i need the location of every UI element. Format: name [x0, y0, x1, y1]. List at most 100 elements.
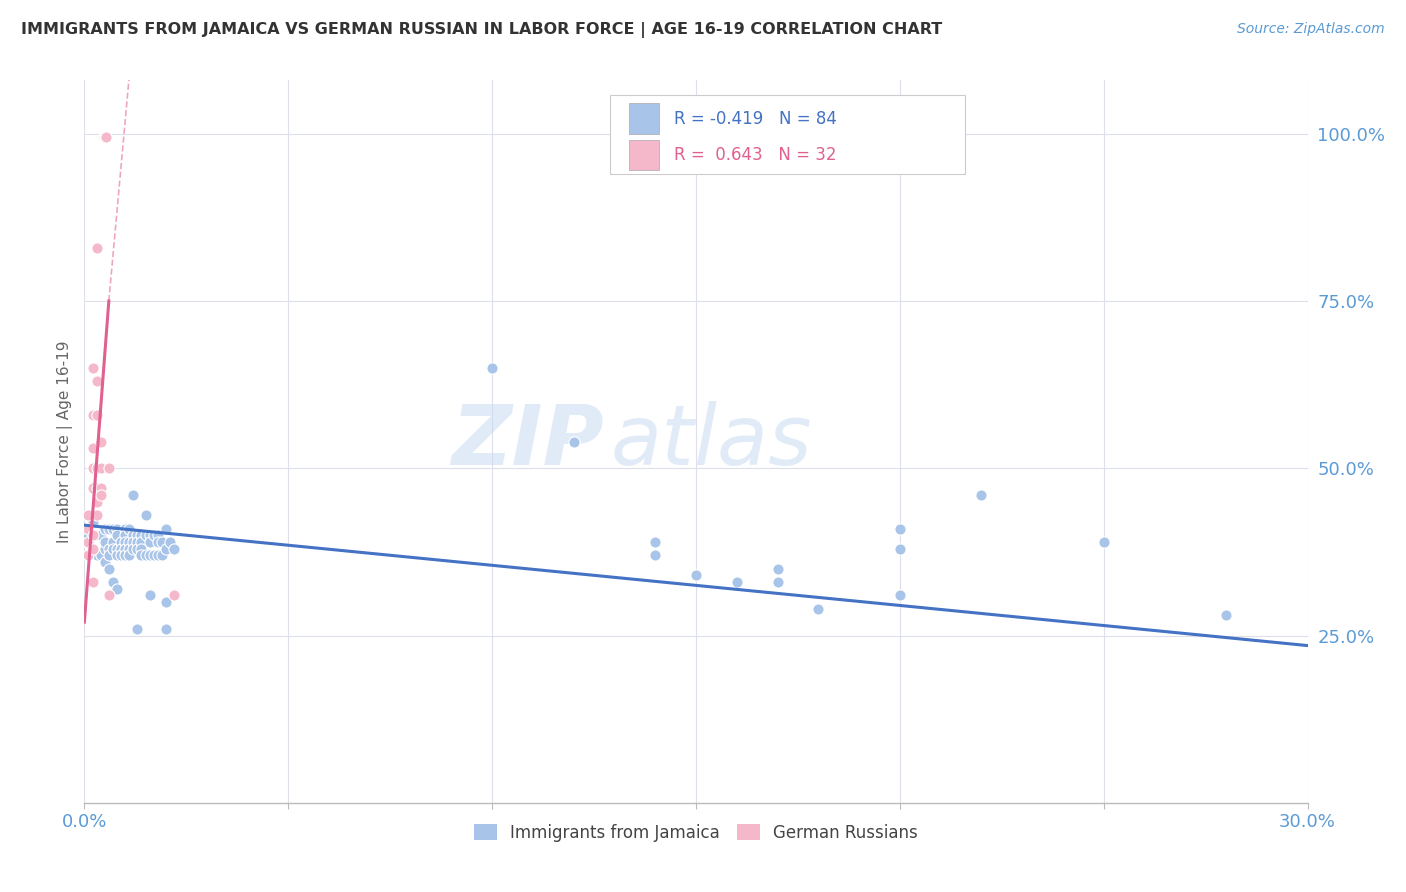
Point	[90, 548, 112, 563]
Point	[127, 528, 149, 542]
Point	[101, 534, 124, 549]
Point	[138, 528, 160, 542]
Point	[163, 589, 186, 603]
Point	[644, 548, 666, 563]
Point	[93, 521, 115, 535]
Point	[118, 548, 141, 563]
Point	[97, 548, 120, 563]
Point	[118, 541, 141, 556]
Point	[481, 361, 503, 376]
Point	[82, 575, 104, 590]
Point	[155, 521, 177, 535]
Point	[105, 541, 128, 556]
Point	[110, 534, 132, 549]
Point	[86, 494, 108, 508]
Point	[150, 548, 173, 563]
Point	[86, 375, 108, 389]
Point	[105, 521, 128, 535]
Point	[97, 461, 120, 475]
Point	[93, 130, 115, 145]
Text: R =  0.643   N = 32: R = 0.643 N = 32	[673, 145, 837, 164]
Point	[159, 534, 181, 549]
Point	[114, 541, 136, 556]
Point	[82, 482, 104, 496]
Point	[127, 541, 149, 556]
Point	[86, 528, 108, 542]
Point	[101, 541, 124, 556]
Point	[94, 130, 117, 145]
Point	[82, 461, 104, 475]
Point	[127, 534, 149, 549]
Point	[1215, 608, 1237, 623]
Point	[110, 548, 132, 563]
Point	[131, 528, 153, 542]
Point	[82, 442, 104, 455]
Point	[685, 568, 707, 582]
Point	[77, 528, 100, 542]
Point	[82, 541, 104, 556]
Point	[118, 521, 141, 535]
Point	[807, 602, 830, 616]
Point	[766, 575, 789, 590]
Point	[97, 562, 120, 576]
Point	[725, 575, 748, 590]
Point	[766, 562, 789, 576]
Point	[82, 408, 104, 422]
Point	[889, 541, 911, 556]
FancyBboxPatch shape	[628, 139, 659, 169]
Point	[114, 528, 136, 542]
Point	[562, 434, 585, 449]
Point	[93, 541, 115, 556]
Point	[970, 488, 993, 502]
Point	[77, 508, 100, 523]
Point	[93, 130, 115, 145]
Point	[97, 541, 120, 556]
Point	[101, 575, 124, 590]
Point	[142, 548, 165, 563]
Point	[105, 548, 128, 563]
Text: IMMIGRANTS FROM JAMAICA VS GERMAN RUSSIAN IN LABOR FORCE | AGE 16-19 CORRELATION: IMMIGRANTS FROM JAMAICA VS GERMAN RUSSIA…	[21, 22, 942, 38]
Point	[77, 548, 100, 563]
Point	[105, 582, 128, 596]
Point	[86, 548, 108, 563]
Point	[142, 528, 165, 542]
Point	[90, 528, 112, 542]
Point	[122, 528, 145, 542]
FancyBboxPatch shape	[628, 103, 659, 134]
Point	[90, 434, 112, 449]
Point	[122, 534, 145, 549]
Point	[146, 548, 169, 563]
Point	[889, 521, 911, 535]
Point	[94, 130, 117, 145]
Point	[90, 528, 112, 542]
Point	[131, 534, 153, 549]
Point	[105, 528, 128, 542]
Point	[90, 482, 112, 496]
Point	[93, 555, 115, 569]
Point	[155, 595, 177, 609]
Point	[93, 130, 115, 145]
Point	[77, 521, 100, 535]
Point	[114, 521, 136, 535]
Point	[163, 541, 186, 556]
Text: Source: ZipAtlas.com: Source: ZipAtlas.com	[1237, 22, 1385, 37]
Point	[138, 548, 160, 563]
Point	[127, 622, 149, 636]
Point	[131, 548, 153, 563]
Point	[86, 241, 108, 255]
Point	[122, 541, 145, 556]
Point	[94, 130, 117, 145]
Point	[135, 548, 157, 563]
Text: R = -0.419   N = 84: R = -0.419 N = 84	[673, 110, 837, 128]
Point	[122, 488, 145, 502]
Point	[644, 534, 666, 549]
Text: ZIP: ZIP	[451, 401, 605, 482]
Point	[82, 361, 104, 376]
Point	[110, 541, 132, 556]
Point	[86, 482, 108, 496]
Point	[77, 534, 100, 549]
Point	[150, 534, 173, 549]
Point	[90, 461, 112, 475]
Point	[118, 534, 141, 549]
Point	[138, 589, 160, 603]
